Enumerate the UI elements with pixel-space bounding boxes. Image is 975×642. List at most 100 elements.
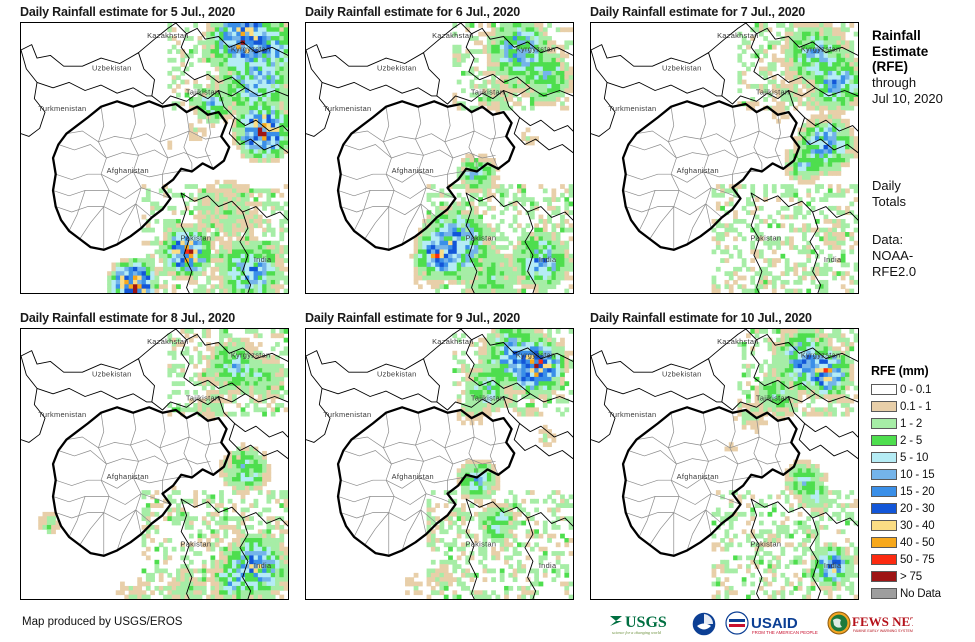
panel-title: Daily Rainfall estimate for 9 Jul., 2020	[305, 311, 521, 325]
svg-text:India: India	[539, 255, 557, 264]
svg-text:Pakistan: Pakistan	[181, 233, 212, 242]
svg-text:Pakistan: Pakistan	[181, 539, 212, 548]
afghanistan-boundary	[336, 406, 516, 557]
svg-text:Kazakhstan: Kazakhstan	[432, 31, 474, 40]
legend-label: 20 - 30	[900, 502, 935, 515]
legend-swatch	[871, 486, 897, 497]
usgs-logo: USGS science for a changing world	[608, 610, 684, 638]
legend-item: 2 - 5	[871, 432, 975, 449]
province-borders	[622, 106, 792, 250]
legend-label: 2 - 5	[900, 434, 923, 447]
svg-text:Pakistan: Pakistan	[466, 233, 497, 242]
panel-title: Daily Rainfall estimate for 5 Jul., 2020	[20, 5, 236, 19]
country-labels: KazakhstanKyrgyzstanUzbekistanTajikistan…	[323, 31, 557, 264]
legend-label: > 75	[900, 570, 922, 583]
sidebar-through: through	[872, 74, 917, 90]
svg-text:Afghanistan: Afghanistan	[107, 166, 149, 175]
country-borders	[591, 329, 858, 599]
rainfall-map-panel: Kazakhstan Kyrgyzstan Uzbekistan Tajikistan…	[20, 328, 289, 600]
legend-item: 40 - 50	[871, 534, 975, 551]
legend-title: RFE (mm)	[871, 364, 929, 378]
afghanistan-boundary	[621, 100, 801, 251]
svg-text:Tajikistan: Tajikistan	[471, 88, 504, 97]
svg-text:Kyrgyzstan: Kyrgyzstan	[801, 44, 841, 53]
legend-item: 15 - 20	[871, 483, 975, 500]
svg-text:Afghanistan: Afghanistan	[677, 166, 719, 175]
svg-text:Tajikistan: Tajikistan	[186, 394, 219, 403]
afghanistan-boundary	[336, 100, 516, 251]
svg-text:Uzbekistan: Uzbekistan	[377, 63, 417, 72]
province-borders	[52, 106, 222, 250]
province-borders	[337, 412, 507, 556]
legend-label: 5 - 10	[900, 451, 929, 464]
legend-item: 5 - 10	[871, 449, 975, 466]
svg-text:Uzbekistan: Uzbekistan	[92, 63, 132, 72]
legend-label: 0 - 0.1	[900, 383, 932, 396]
panel-title: Daily Rainfall estimate for 10 Jul., 202…	[590, 311, 812, 325]
legend-item: 0 - 0.1	[871, 381, 975, 398]
legend-item: 30 - 40	[871, 517, 975, 534]
svg-text:Afghanistan: Afghanistan	[107, 472, 149, 481]
country-borders	[21, 23, 288, 293]
panel-title: Daily Rainfall estimate for 8 Jul., 2020	[20, 311, 236, 325]
svg-text:India: India	[254, 561, 272, 570]
legend-rows: 0 - 0.1 0.1 - 1 1 - 2 2 - 5 5 - 10 10 - 15 15 …	[871, 381, 975, 602]
legend-label: 15 - 20	[900, 485, 935, 498]
legend-swatch	[871, 435, 897, 446]
rainfall-raster	[107, 23, 288, 293]
legend-swatch	[871, 537, 897, 548]
sidebar-title-line2: Estimate	[872, 43, 929, 59]
afghanistan-boundary	[51, 100, 231, 251]
sidebar-data-line1: Data:	[872, 232, 904, 247]
legend-label: 10 - 15	[900, 468, 935, 481]
province-borders	[52, 412, 222, 556]
country-labels: KazakhstanKyrgyzstanUzbekistanTajikistan…	[38, 31, 272, 264]
legend-label: 0.1 - 1	[900, 400, 932, 413]
svg-text:Afghanistan: Afghanistan	[392, 166, 434, 175]
legend-swatch	[871, 588, 897, 599]
rainfall-map-panel: Kazakhstan Kyrgyzstan Uzbekistan Tajikistan…	[20, 22, 289, 294]
panel-title: Daily Rainfall estimate for 6 Jul., 2020	[305, 5, 521, 19]
country-labels: KazakhstanKyrgyzstanUzbekistanTajikistan…	[608, 337, 841, 570]
rainfall-map-panel: Kazakhstan Kyrgyzstan Uzbekistan Tajikistan…	[590, 22, 859, 294]
svg-text:Turkmenistan: Turkmenistan	[38, 410, 86, 419]
country-borders	[306, 23, 573, 293]
country-labels: KazakhstanKyrgyzstanUzbekistanTajikistan…	[323, 337, 556, 570]
svg-text:Turkmenistan: Turkmenistan	[323, 104, 371, 113]
afghanistan-boundary	[51, 406, 231, 557]
svg-text:Kazakhstan: Kazakhstan	[717, 31, 759, 40]
legend-item: 0.1 - 1	[871, 398, 975, 415]
legend-label: 30 - 40	[900, 519, 935, 532]
svg-text:Uzbekistan: Uzbekistan	[92, 369, 132, 378]
legend-item: > 75	[871, 568, 975, 585]
sidebar-title-line3: (RFE)	[872, 59, 908, 74]
country-labels: KazakhstanKyrgyzstanUzbekistanTajikistan…	[38, 337, 272, 570]
svg-text:Turkmenistan: Turkmenistan	[38, 104, 86, 113]
legend-label: No Data	[900, 587, 941, 600]
noaa-logo	[691, 610, 717, 638]
legend-swatch	[871, 401, 897, 412]
fewsnet-logo: FEWS NET FAMINE EARLY WARNING SYSTEMS NE…	[827, 610, 913, 638]
map-credit: Map produced by USGS/EROS	[22, 616, 183, 628]
sidebar: Rainfall Estimate (RFE) through Jul 10, …	[869, 0, 975, 642]
legend-swatch	[871, 554, 897, 565]
country-labels: KazakhstanKyrgyzstanUzbekistanTajikistan…	[608, 31, 841, 264]
svg-text:India: India	[254, 255, 272, 264]
legend-item: 1 - 2	[871, 415, 975, 432]
legend-item: 50 - 75	[871, 551, 975, 568]
rainfall-raster	[711, 23, 858, 293]
svg-text:Tajikistan: Tajikistan	[756, 88, 789, 97]
svg-text:Pakistan: Pakistan	[751, 233, 782, 242]
svg-text:Kyrgyzstan: Kyrgyzstan	[231, 350, 271, 359]
legend-item: 20 - 30	[871, 500, 975, 517]
legend-item: No Data	[871, 585, 975, 602]
agency-logos: USGS science for a changing world USAID …	[608, 608, 913, 640]
sidebar-data-line3: RFE2.0	[872, 264, 917, 279]
rainfall-raster	[38, 329, 288, 599]
rfe-legend: RFE (mm) 0 - 0.1 0.1 - 1 1 - 2 2 - 5 5 - 10 1…	[871, 364, 975, 602]
legend-swatch	[871, 503, 897, 514]
rainfall-map-panel: Kazakhstan Kyrgyzstan Uzbekistan Tajikistan…	[305, 328, 574, 600]
rainfall-map-panel: Kazakhstan Kyrgyzstan Uzbekistan Tajikistan…	[305, 22, 574, 294]
country-borders	[591, 23, 858, 293]
province-borders	[337, 106, 507, 250]
